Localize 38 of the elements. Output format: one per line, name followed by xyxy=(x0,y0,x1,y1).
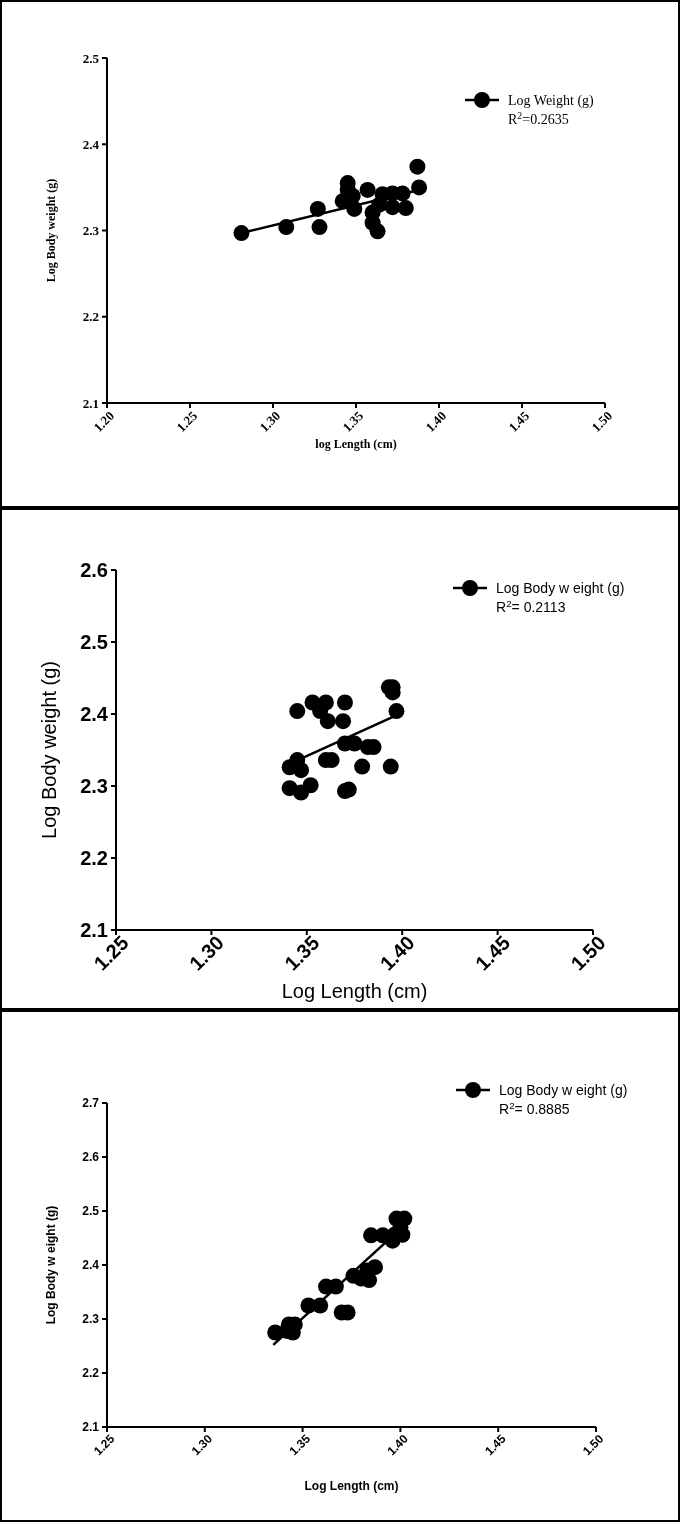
y-tick-label: 2.4 xyxy=(82,1258,100,1273)
x-tick-label: 1.20 xyxy=(90,408,118,435)
y-tick-label: 2.6 xyxy=(80,559,108,581)
y-tick-label: 2.3 xyxy=(82,1312,100,1327)
legend-label: Log Body w eight (g) xyxy=(496,579,625,596)
x-tick-label: 1.50 xyxy=(588,408,616,435)
x-tick-label: 1.45 xyxy=(505,407,533,435)
y-tick-label: 2.2 xyxy=(82,1366,100,1381)
x-tick-label: 1.40 xyxy=(422,408,450,435)
x-tick-label: 1.35 xyxy=(339,407,367,435)
y-tick-label: 2.6 xyxy=(82,1150,100,1165)
y-tick-label: 2.2 xyxy=(82,309,99,325)
y-tick-label: 2.5 xyxy=(80,631,108,653)
y-tick-label: 2.2 xyxy=(80,847,108,869)
y-tick-label: 2.1 xyxy=(82,395,99,411)
y-tick-label: 2.1 xyxy=(82,1420,100,1435)
x-tick-label: 1.30 xyxy=(188,1431,216,1459)
y-tick-label: 2.3 xyxy=(80,775,108,797)
y-tick-label: 2.4 xyxy=(82,136,100,152)
y-tick-label: 2.7 xyxy=(82,1096,100,1111)
x-axis-title: log Length (cm) xyxy=(315,437,397,451)
y-axis-title: Log Body weight (g) xyxy=(38,661,60,839)
x-axis-title: Log Length (cm) xyxy=(304,1479,399,1493)
y-axis-title: Log Body weight (g) xyxy=(44,178,58,283)
x-tick-label: 1.25 xyxy=(173,407,201,435)
legend-label: Log Body w eight (g) xyxy=(499,1081,628,1098)
annotation: R$^{2}$=0.2635 xyxy=(508,109,569,127)
y-tick-label: 2.4 xyxy=(80,703,109,725)
annotation: R$^{2}$= 0.2113 xyxy=(496,597,566,615)
y-axis-title: Log Body w eight (g) xyxy=(44,1205,58,1325)
y-tick-label: 2.5 xyxy=(82,1204,100,1219)
y-tick-label: 2.3 xyxy=(82,223,100,239)
x-tick-label: 1.30 xyxy=(256,408,284,435)
x-axis-title: Log Length (cm) xyxy=(281,980,428,1002)
y-tick-label: 2.1 xyxy=(80,919,108,941)
legend-label: Log Weight (g) xyxy=(508,92,595,109)
annotation: R$^{2}$= 0.8885 xyxy=(499,1099,570,1117)
y-tick-label: 2.5 xyxy=(82,50,100,66)
